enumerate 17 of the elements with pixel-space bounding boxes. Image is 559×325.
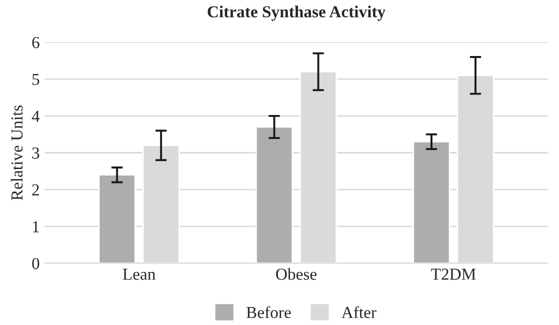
legend-label: After: [342, 306, 376, 318]
x-tick-label: T2DM: [431, 268, 476, 280]
y-tick-label: 1: [32, 221, 39, 232]
y-tick-label: 2: [32, 184, 39, 196]
chart-title: Citrate Synthase Activity: [208, 6, 386, 21]
x-tick-label: Lean: [122, 268, 156, 280]
y-tick-label: 0: [32, 258, 40, 270]
y-tick-label: 5: [32, 74, 40, 86]
bar: [412, 141, 450, 264]
bar: [98, 174, 136, 264]
y-tick-label: 4: [32, 110, 40, 122]
legend-label: Before: [246, 306, 291, 318]
y-tick-label: 6: [32, 36, 40, 48]
y-tick-label: 3: [32, 147, 40, 159]
y-axis-title: Relative Units: [10, 105, 23, 200]
x-tick-label: Obese: [276, 268, 317, 280]
bar: [255, 126, 294, 264]
